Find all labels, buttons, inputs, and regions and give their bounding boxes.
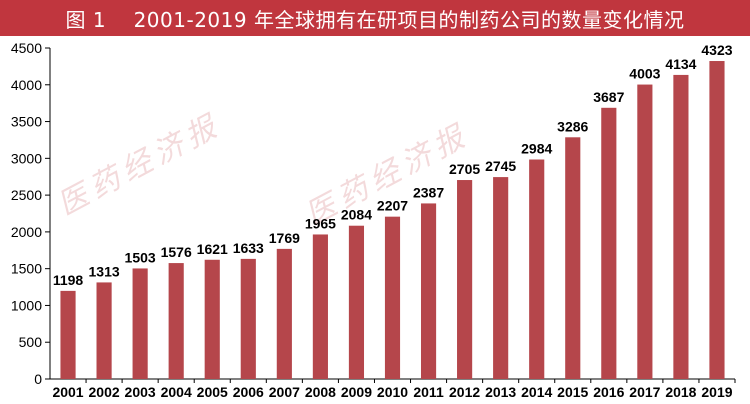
data-label: 4323 <box>701 42 732 58</box>
x-tick-label: 2013 <box>485 384 516 400</box>
bar <box>204 259 220 379</box>
y-tick-label: 3500 <box>11 114 42 130</box>
y-tick-label: 2000 <box>11 224 42 240</box>
x-tick-label: 2001 <box>52 384 83 400</box>
x-tick-label: 2015 <box>557 384 588 400</box>
x-tick-label: 2012 <box>449 384 480 400</box>
bar <box>637 84 653 379</box>
x-tick-label: 2007 <box>269 384 300 400</box>
x-tick-label: 2010 <box>377 384 408 400</box>
bar <box>60 290 76 379</box>
data-label: 4003 <box>629 66 660 82</box>
x-tick-label: 2016 <box>593 384 624 400</box>
x-tick-label: 2002 <box>89 384 120 400</box>
figure-number: 图 1 <box>65 7 107 32</box>
data-label: 1621 <box>197 241 228 257</box>
bar <box>384 216 401 379</box>
y-tick-label: 2500 <box>11 187 42 203</box>
x-tick-label: 2011 <box>413 384 444 400</box>
data-label: 2745 <box>485 158 516 174</box>
x-tick-label: 2008 <box>305 384 336 400</box>
x-tick-label: 2004 <box>161 384 192 400</box>
bar <box>168 263 184 379</box>
y-tick-label: 1500 <box>11 261 42 277</box>
data-label: 2084 <box>341 207 372 223</box>
y-tick-label: 4500 <box>11 40 42 56</box>
bar <box>348 225 365 379</box>
data-label: 1769 <box>269 230 300 246</box>
bar <box>132 268 148 379</box>
data-label: 1576 <box>161 244 192 260</box>
x-tick-label: 2018 <box>665 384 696 400</box>
bar <box>493 177 509 379</box>
data-label: 1313 <box>89 263 120 279</box>
data-label: 2387 <box>413 184 444 200</box>
bar <box>673 74 689 380</box>
data-label: 1198 <box>53 272 84 288</box>
x-tick-label: 2005 <box>197 384 228 400</box>
bar <box>709 61 725 379</box>
y-tick-label: 1000 <box>11 297 42 313</box>
bar <box>312 234 328 379</box>
x-tick-label: 2003 <box>125 384 156 400</box>
bar <box>276 248 292 379</box>
bar <box>529 159 545 379</box>
bar <box>457 180 473 379</box>
x-tick-label: 2006 <box>233 384 264 400</box>
y-tick-label: 4000 <box>11 77 42 93</box>
bar-chart: 0 500 1000 1500 2000 2500 3000 3500 4000 4500 1198… <box>11 40 736 400</box>
data-label: 2207 <box>377 198 408 214</box>
data-label: 1633 <box>233 240 264 256</box>
bar <box>601 107 617 380</box>
bar <box>96 282 112 379</box>
x-tick-label: 2009 <box>341 384 372 400</box>
x-tick-label: 2019 <box>701 384 732 400</box>
y-tick-label: 3000 <box>11 150 42 166</box>
data-label: 3687 <box>593 89 624 105</box>
data-label: 2984 <box>521 141 552 157</box>
chart-title-bar: 图 1 2001-2019 年全球拥有在研项目的制药公司的数量变化情况 <box>0 0 750 36</box>
bar <box>420 203 437 379</box>
data-label: 1965 <box>305 215 336 231</box>
data-label: 4134 <box>665 56 696 72</box>
bar <box>240 258 256 379</box>
y-tick-label: 0 <box>34 371 42 387</box>
bar <box>565 137 581 379</box>
data-label: 3286 <box>557 118 588 134</box>
y-tick-label: 500 <box>19 334 43 350</box>
x-tick-label: 2014 <box>521 384 552 400</box>
data-label: 1503 <box>125 249 156 265</box>
chart-title: 2001-2019 年全球拥有在研项目的制药公司的数量变化情况 <box>133 7 685 32</box>
x-tick-label: 2017 <box>629 384 660 400</box>
data-label: 2705 <box>449 161 480 177</box>
